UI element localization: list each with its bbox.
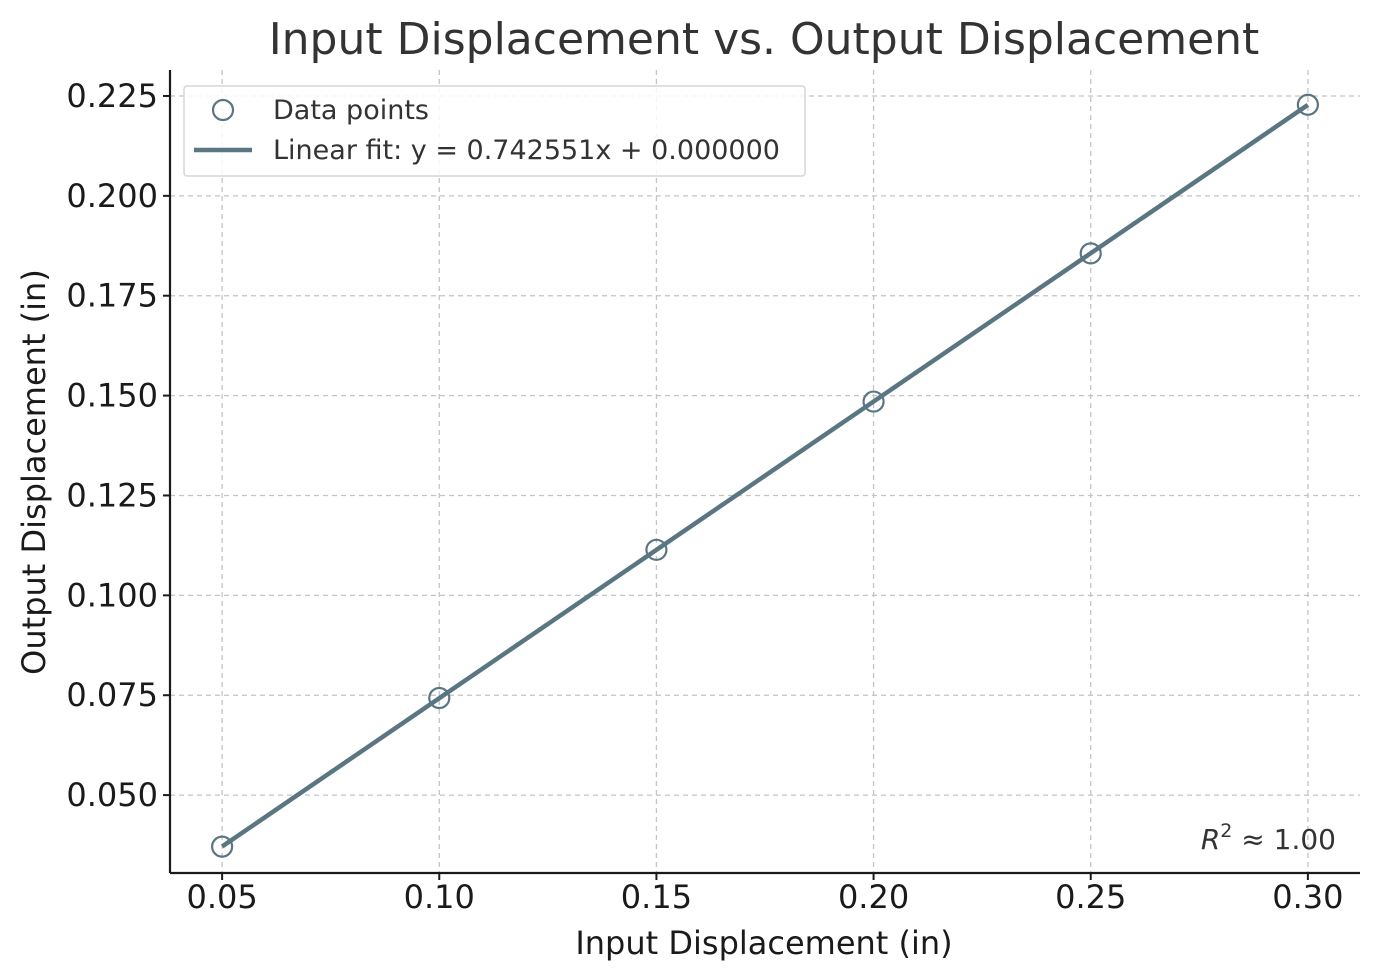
y-tick-label: 0.225	[66, 77, 158, 115]
data-points	[211, 93, 1319, 858]
y-axis-ticks: 0.050 0.075 0.100 0.125 0.150 0.175 0.200 0.225	[66, 77, 170, 814]
legend-label-data-points: Data points	[273, 95, 429, 126]
r-superscript: 2	[1220, 820, 1232, 842]
linear-fit-line	[220, 103, 1310, 849]
x-tick-label: 0.05	[186, 878, 257, 916]
y-axis-label: Output Displacement (in)	[15, 269, 53, 675]
x-tick-label: 0.30	[1272, 878, 1343, 916]
y-tick-label: 0.175	[66, 277, 158, 315]
data-point	[1296, 93, 1319, 116]
x-axis-label: Input Displacement (in)	[575, 924, 952, 962]
x-axis-ticks: 0.05 0.10 0.15 0.20 0.25 0.30	[186, 873, 1344, 916]
axes	[168, 70, 1360, 875]
data-point	[1079, 242, 1102, 265]
y-tick-label: 0.075	[66, 676, 158, 714]
fit-line-group	[220, 103, 1310, 849]
y-tick-label: 0.200	[66, 177, 158, 215]
r-symbol: R	[1201, 823, 1220, 856]
legend-label-linear-fit: Linear fit: y = 0.742551x + 0.000000	[273, 135, 780, 166]
y-tick-label: 0.050	[66, 776, 158, 814]
x-tick-label: 0.25	[1055, 878, 1126, 916]
r-squared-value: ≈ 1.00	[1232, 823, 1336, 856]
y-tick-label: 0.125	[66, 476, 158, 514]
data-point	[211, 835, 234, 858]
data-point	[428, 686, 451, 710]
y-tick-label: 0.150	[66, 377, 158, 415]
data-point	[862, 390, 885, 413]
legend-box	[183, 85, 806, 177]
x-tick-label: 0.10	[404, 878, 475, 916]
legend: Data points Linear fit: y = 0.742551x + …	[183, 85, 806, 177]
x-tick-label: 0.20	[838, 878, 909, 916]
y-tick-label: 0.100	[66, 576, 158, 614]
data-point	[645, 538, 668, 561]
chart-title: Input Displacement vs. Output Displaceme…	[269, 14, 1260, 65]
r-squared-annotation: R2 ≈ 1.00	[1201, 820, 1336, 856]
legend-marker-data-points	[211, 98, 235, 122]
grid	[170, 70, 1360, 873]
x-tick-label: 0.15	[621, 878, 692, 916]
